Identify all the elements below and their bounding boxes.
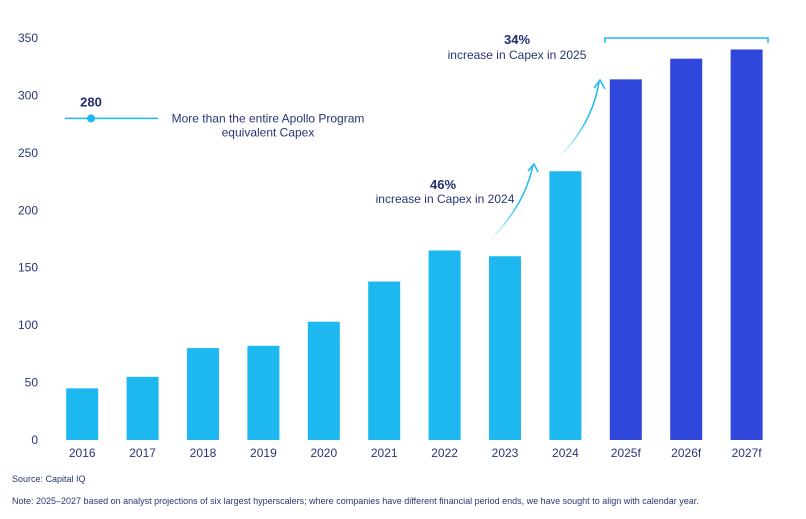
bar-2024 (549, 171, 582, 440)
x-tick-label: 2020 (310, 446, 337, 460)
bar-2017 (126, 376, 159, 440)
source-note: Source: Capital IQ (12, 474, 86, 484)
arrowhead-2025-icon (593, 78, 606, 90)
apollo-text-line1: More than the entire Apollo Program (172, 111, 365, 125)
x-tick-label: 2022 (431, 446, 458, 460)
apollo-annotation: 280 More than the entire Apollo Program … (65, 94, 580, 139)
x-tick-label: 2024 (552, 446, 579, 460)
arrow-2025 (557, 81, 600, 159)
bar-2027f (730, 49, 763, 440)
y-tick-label: 200 (18, 203, 38, 217)
forecast-bracket (604, 37, 769, 43)
bar-2019 (247, 345, 280, 440)
bar-2016 (66, 388, 99, 440)
x-tick-label: 2016 (69, 446, 96, 460)
apollo-value-label: 280 (80, 94, 102, 109)
x-tick-label: 2019 (250, 446, 277, 460)
bar-2020 (307, 321, 340, 440)
bar-2025f (609, 79, 642, 440)
x-tick-label: 2021 (371, 446, 398, 460)
y-tick-label: 350 (18, 31, 38, 45)
bar-2018 (187, 348, 219, 440)
increase-2025-text: increase in Capex in 2025 (448, 48, 587, 62)
footnote: Note: 2025–2027 based on analyst project… (12, 496, 699, 506)
y-axis: 0 50 100 150 200 250 300 350 (18, 31, 38, 447)
x-tick-label: 2025f (611, 446, 642, 460)
bar-2023 (489, 256, 521, 440)
x-tick-label: 2023 (492, 446, 519, 460)
increase-2024-pct: 46% (430, 177, 456, 192)
increase-2025-annotation: 34% increase in Capex in 2025 (448, 32, 769, 159)
bar-2021 (368, 281, 401, 440)
y-tick-label: 150 (18, 261, 38, 275)
y-tick-label: 100 (18, 318, 38, 332)
x-tick-label: 2027f (732, 446, 763, 460)
apollo-marker (87, 114, 95, 123)
x-axis: 2016 2017 2018 2019 2020 2021 2022 2023 2024 2025… (69, 446, 762, 460)
bar-2022 (428, 250, 461, 440)
y-tick-label: 0 (31, 433, 38, 447)
increase-2024-annotation: 46% increase in Capex in 2024 (376, 162, 539, 241)
increase-2025-pct: 34% (504, 32, 530, 47)
x-tick-label: 2026f (671, 446, 702, 460)
x-tick-label: 2017 (129, 446, 156, 460)
y-tick-label: 300 (18, 88, 38, 102)
y-tick-label: 50 (25, 376, 39, 390)
y-tick-label: 250 (18, 146, 38, 160)
arrowhead-2024-icon (527, 162, 539, 173)
x-tick-label: 2018 (190, 446, 217, 460)
bar-2026f (670, 58, 703, 440)
arrow-2024 (489, 164, 534, 241)
apollo-text-line2: equivalent Capex (222, 125, 315, 139)
increase-2024-text: increase in Capex in 2024 (376, 192, 515, 206)
bars (66, 49, 763, 440)
